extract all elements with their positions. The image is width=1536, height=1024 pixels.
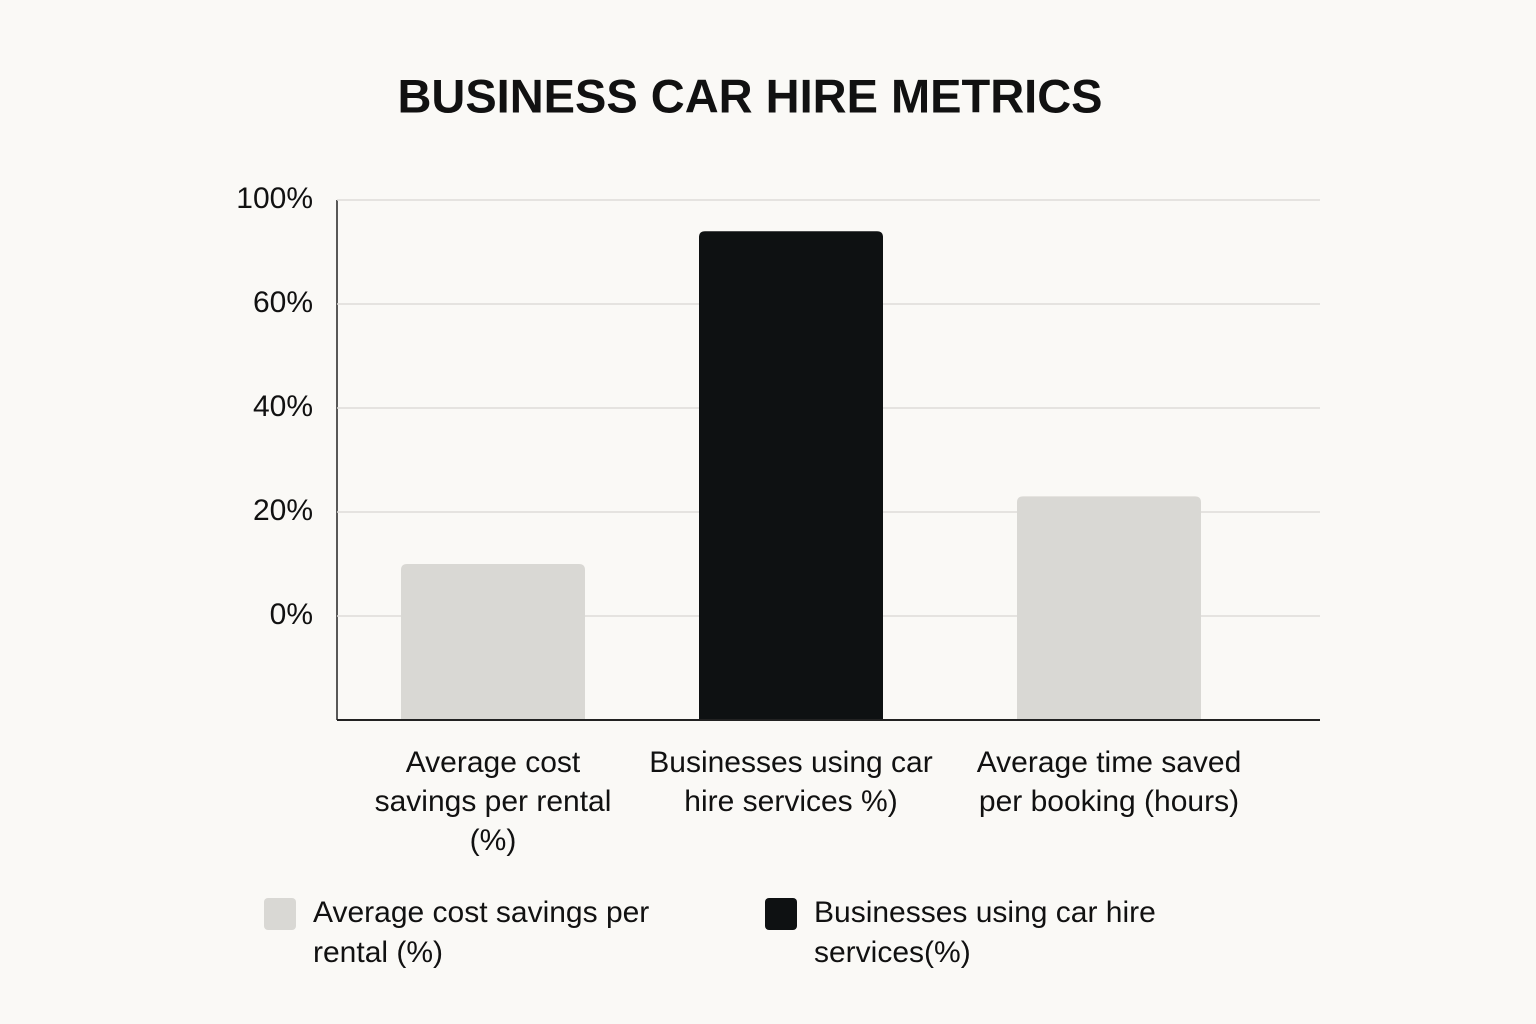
y-tick-label: 60% <box>253 286 313 319</box>
bar <box>401 564 585 720</box>
x-tick-label: Average cost savings per rental (%) <box>374 746 612 857</box>
x-tick-label: Businesses using car hire services %) <box>649 746 933 818</box>
y-tick-label: 100% <box>236 182 313 215</box>
bar <box>699 231 883 720</box>
y-tick-label: 40% <box>253 390 313 423</box>
legend-label: Average cost savings per rental (%) <box>313 896 650 969</box>
chart-title: BUSINESS CAR HIRE METRICS <box>397 69 1102 122</box>
y-tick-label: 0% <box>270 598 313 631</box>
bar <box>1017 496 1201 720</box>
legend-swatch <box>765 898 797 930</box>
legend-swatch <box>264 898 296 930</box>
x-tick-label: Average time saved per booking (hours) <box>976 746 1242 818</box>
y-tick-label: 20% <box>253 494 313 527</box>
legend-label: Businesses using car hire services(%) <box>814 896 1156 969</box>
